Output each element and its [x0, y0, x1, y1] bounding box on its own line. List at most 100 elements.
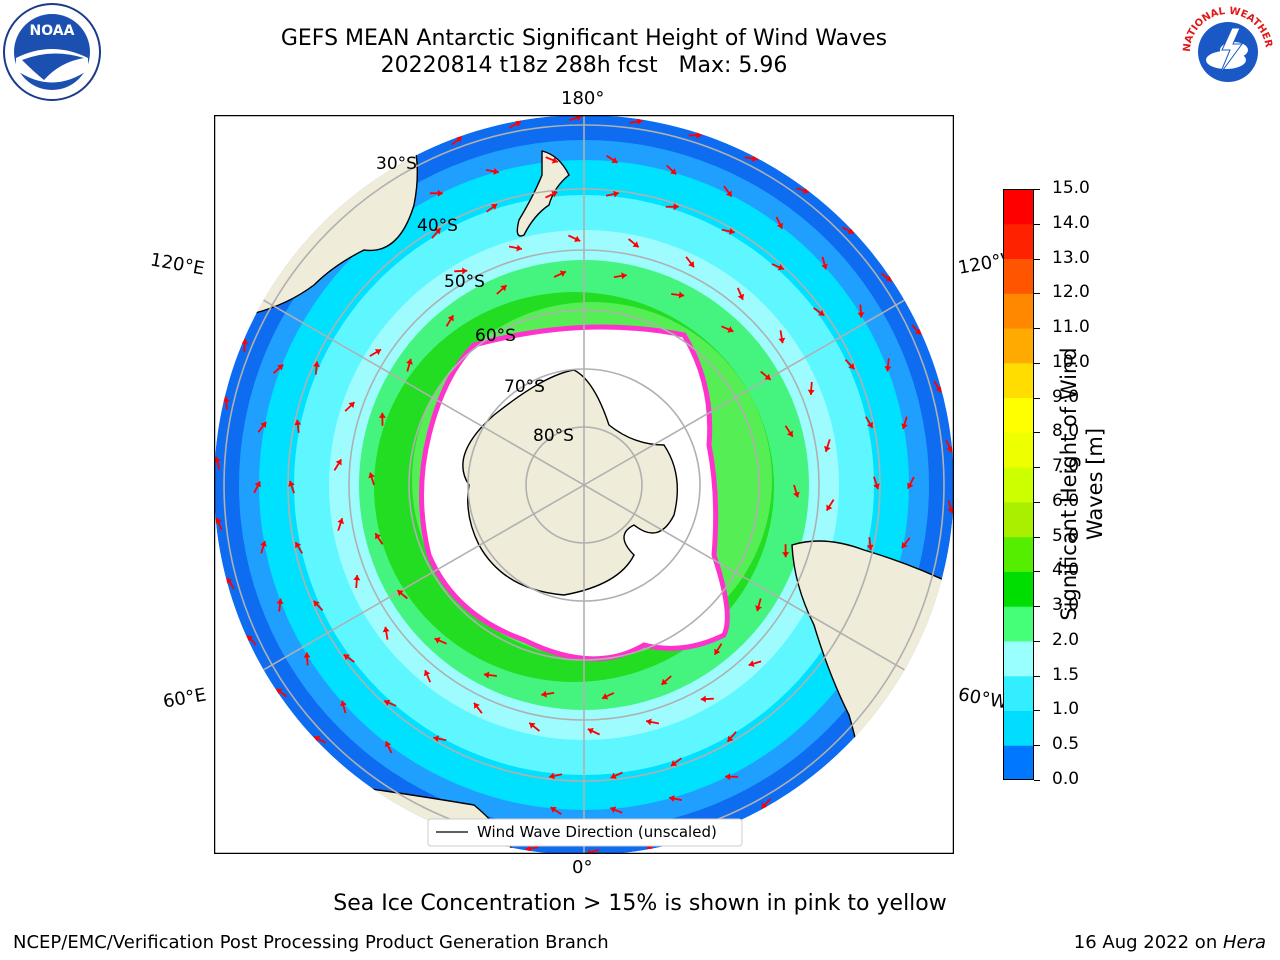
wind-arrow-head [610, 806, 617, 813]
colorbar-tick-label: 0.5 [1052, 734, 1080, 755]
credit-date: 16 Aug 2022 on [1073, 932, 1223, 953]
wind-arrow-head [901, 542, 908, 549]
lat-label-50s: 50°S [444, 272, 485, 292]
wind-arrow-head [500, 285, 507, 292]
colorbar-tick-label: 5.0 [1052, 525, 1080, 546]
wind-arrow-head [884, 366, 892, 372]
wind-arrow-head [406, 358, 413, 365]
wind-arrow-head [866, 544, 874, 551]
colorbar-tick-label: 2.0 [1052, 629, 1080, 650]
wind-arrow-head [673, 203, 679, 211]
wind-arrow-head [241, 338, 249, 345]
wind-arrow-head [737, 293, 745, 300]
legend-label: Wind Wave Direction (unscaled) [477, 823, 717, 841]
wind-arrow-head [277, 364, 284, 371]
wind-arrow-head [384, 741, 392, 748]
colorbar-tick-label: 0.0 [1052, 769, 1080, 789]
noaa-logo-text: NOAA [30, 23, 75, 39]
wind-arrow-head [729, 228, 735, 235]
wind-arrow-head [777, 264, 784, 271]
wind-arrow-head [807, 389, 815, 395]
colorbar-bin [1003, 362, 1034, 399]
colorbar-label: Significant Height of Wind Waves [m] [1057, 347, 1107, 621]
colorbar [1003, 189, 1034, 781]
wind-arrow-head [226, 577, 233, 584]
wind-arrow-head [818, 309, 825, 316]
colorbar-bin [1003, 745, 1034, 781]
new-zealand [516, 150, 570, 237]
wind-arrow-head [688, 261, 694, 268]
colorbar-tick-label: 7.0 [1052, 456, 1080, 477]
wind-arrow-head [678, 291, 685, 299]
wind-arrow-head [610, 772, 617, 779]
credit-machine: Hera [1222, 932, 1266, 953]
wind-arrow-head [474, 702, 480, 709]
colorbar-tick-mark [1034, 640, 1040, 642]
colorbar-tick-label: 11.0 [1052, 317, 1090, 338]
wind-arrow-head [551, 191, 558, 198]
colorbar-tick-mark [1034, 606, 1040, 608]
wind-arrow-head [447, 315, 454, 322]
lon-label-0: 0° [572, 857, 593, 878]
credit-left: NCEP/EMC/Verification Post Processing Pr… [13, 932, 609, 953]
colorbar-tick-mark [1034, 432, 1040, 434]
wind-arrow-head [907, 482, 914, 489]
antarctica [462, 369, 679, 596]
wind-arrow-head [294, 419, 302, 426]
colorbar-tick-mark [1034, 397, 1040, 399]
colorbar-bin [1003, 467, 1034, 503]
wind-arrow-head [215, 517, 222, 524]
sea-ice-footnote: Sea Ice Concentration > 15% is shown in … [333, 891, 947, 916]
colorbar-tick-mark [1034, 571, 1040, 573]
lat-label-70s: 70°S [504, 377, 545, 397]
colorbar-tick-label: 1.5 [1052, 664, 1080, 685]
wind-arrow-head [516, 244, 522, 252]
lat-label-80s: 80°S [533, 426, 574, 446]
wind-arrow-head [671, 760, 678, 766]
wind-arrow-head [632, 241, 639, 248]
wind-arrow-head [636, 118, 643, 125]
colorbar-bin [1003, 189, 1034, 225]
wind-arrow-head [764, 373, 771, 380]
wind-arrow-head [493, 168, 499, 175]
wind-arrow-head [550, 807, 557, 813]
colorbar-bin [1003, 710, 1034, 746]
wind-arrow-head [778, 337, 786, 344]
wind-arrow-head [611, 157, 618, 163]
wind-arrow-head [935, 386, 942, 393]
wind-arrow-head [514, 120, 521, 127]
wind-arrow-head [343, 654, 350, 661]
chart-subtitle: 20220814 t18z 288h fcst Max: 5.96 [380, 53, 788, 78]
colorbar-bin [1003, 397, 1034, 433]
wind-arrow-head [375, 533, 381, 540]
colorbar-tick-mark [1034, 189, 1040, 190]
wind-arrow-head [857, 312, 865, 318]
lon-label-120w: 120°W [956, 250, 1006, 279]
lat-label-40s: 40°S [417, 216, 458, 236]
wind-arrow-head [915, 328, 921, 335]
colorbar-bin [1003, 501, 1034, 538]
wind-arrow-head [374, 349, 381, 356]
wind-arrow-head [700, 695, 706, 703]
colorbar-bin [1003, 536, 1034, 572]
colorbar-tick-label: 14.0 [1052, 212, 1090, 233]
colorbar-tick-mark [1034, 501, 1040, 503]
wind-arrow-head [787, 430, 793, 437]
wind-arrow-head [661, 678, 668, 685]
lon-label-60w: 60°W [956, 684, 1006, 713]
colorbar-tick-label: 12.0 [1052, 282, 1090, 303]
wind-arrow-head [397, 590, 404, 597]
wind-arrow-head [340, 700, 347, 707]
colorbar-tick-mark [1034, 223, 1040, 225]
colorbar-tick-mark [1034, 362, 1040, 364]
lon-label-120e: 120°E [148, 249, 207, 280]
wind-arrow-head [384, 699, 391, 706]
wind-arrow-head [335, 459, 342, 466]
colorbar-tick-label: 9.0 [1052, 386, 1080, 407]
nws-logo: NATIONAL WEATHER SERVICE [1172, 0, 1280, 104]
wind-arrow-head [490, 204, 497, 210]
wind-arrow-head [455, 136, 462, 143]
wind-arrow-head [752, 155, 758, 162]
wind-arrow-head [761, 802, 768, 809]
wind-arrow-head [541, 690, 547, 698]
